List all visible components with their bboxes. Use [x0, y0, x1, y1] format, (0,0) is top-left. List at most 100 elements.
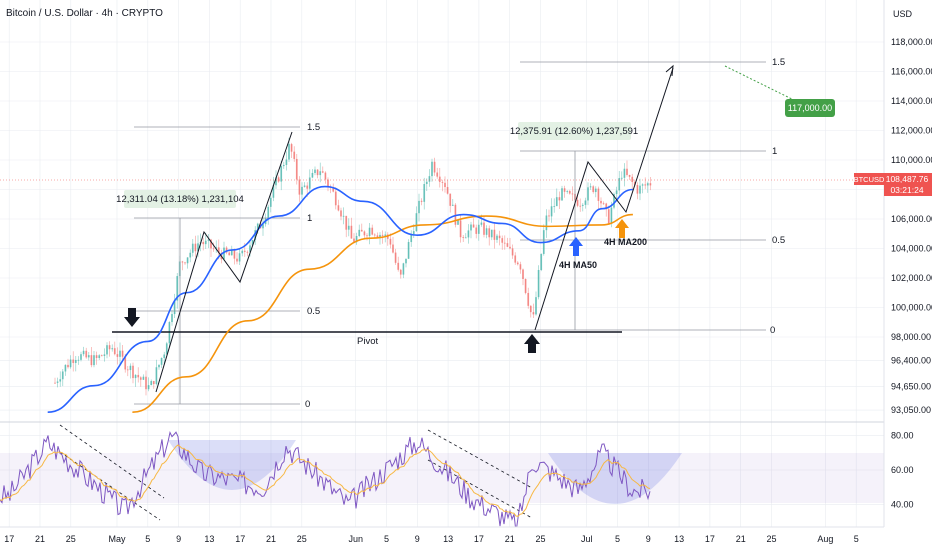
- price-tick: 104,000.00: [891, 244, 932, 254]
- candle: [522, 268, 524, 286]
- candle: [386, 232, 389, 246]
- candle: [108, 341, 111, 357]
- candle: [93, 351, 95, 368]
- candle: [204, 232, 207, 249]
- candle: [303, 182, 306, 188]
- up-arrow-icon: [524, 334, 540, 353]
- candle: [126, 365, 129, 377]
- candle: [280, 160, 283, 191]
- candle: [470, 221, 472, 239]
- candle: [113, 341, 116, 356]
- candle: [311, 169, 314, 179]
- fib-left-label-0: 0: [305, 399, 310, 410]
- candle: [415, 206, 418, 232]
- candle: [116, 347, 119, 365]
- candle: [514, 252, 517, 265]
- time-tick: 9: [176, 534, 181, 544]
- rsi-channel-line: [427, 429, 533, 489]
- candle: [527, 287, 530, 309]
- candle: [233, 248, 236, 265]
- rsi-tick: 60.00: [891, 465, 914, 475]
- candle: [605, 202, 608, 217]
- time-tick: Jul: [581, 534, 593, 544]
- move2-label: 12,375.91 (12.60%) 1,237,591: [510, 126, 638, 137]
- candle: [321, 166, 324, 174]
- time-tick: 9: [646, 534, 651, 544]
- candle: [506, 237, 509, 248]
- candle: [628, 174, 631, 180]
- rsi-band: [0, 453, 884, 503]
- candle: [95, 351, 98, 365]
- candle: [316, 169, 319, 179]
- price-axis[interactable]: USD 118,000.00 116,000.00 114,000.00 112,00…: [854, 0, 932, 550]
- time-tick: 5: [854, 534, 859, 544]
- chart-title: Bitcoin / U.S. Dollar · 4h · CRYPTO: [6, 8, 163, 19]
- time-tick: 21: [35, 534, 45, 544]
- candle: [202, 237, 205, 251]
- candle: [238, 247, 241, 265]
- candle: [371, 224, 374, 236]
- candle: [607, 205, 610, 225]
- candle: [334, 187, 337, 210]
- candle: [314, 166, 316, 176]
- candle: [511, 244, 514, 259]
- move1-box: [124, 190, 236, 208]
- candle: [441, 179, 444, 192]
- time-tick: Aug: [817, 534, 833, 544]
- candle: [558, 191, 561, 210]
- candle: [191, 239, 194, 257]
- candle: [137, 367, 140, 383]
- candle: [145, 370, 147, 396]
- candle: [87, 352, 90, 361]
- rsi-channel-line: [427, 459, 533, 519]
- candle: [155, 359, 158, 386]
- candle: [641, 183, 644, 194]
- move1-label: 12,311.04 (13.18%) 1,231,104: [116, 194, 244, 205]
- time-tick: 17: [235, 534, 245, 544]
- candle: [592, 185, 595, 194]
- rsi-line: [0, 430, 651, 532]
- candle: [618, 170, 621, 197]
- time-axis[interactable]: 17 21 25 May 5 9 13 17 21 25 Jun 5 9 13 17 21 25 Jul 5 9 13 1…: [0, 526, 932, 550]
- rsi-tick: 40.00: [891, 499, 914, 509]
- currency-label: USD: [893, 9, 913, 19]
- price-tick: 93,050.00: [891, 405, 931, 415]
- candle: [584, 197, 587, 209]
- candle: [545, 209, 548, 238]
- fib-left: 1.5 1 0.5 0: [134, 122, 320, 410]
- candle: [397, 256, 400, 272]
- candle: [160, 357, 163, 368]
- candle: [69, 355, 72, 369]
- candle: [223, 241, 225, 261]
- candle: [165, 341, 168, 355]
- time-tick: 17: [474, 534, 484, 544]
- symbol-label: BTCUSD: [854, 175, 885, 184]
- candle: [241, 249, 244, 257]
- candle: [623, 163, 626, 187]
- candle: [519, 261, 522, 274]
- candle: [509, 238, 511, 250]
- candle: [472, 218, 475, 228]
- candle: [496, 233, 498, 243]
- candle: [467, 224, 470, 244]
- candle: [186, 257, 189, 269]
- candle: [516, 261, 519, 266]
- time-tick: 5: [615, 534, 620, 544]
- candle: [631, 173, 634, 190]
- candle: [581, 203, 584, 212]
- zigzag-left: [155, 131, 293, 393]
- candle: [150, 379, 153, 386]
- candle: [613, 192, 615, 210]
- candle: [602, 201, 605, 205]
- candle: [462, 234, 465, 243]
- candle: [597, 186, 600, 210]
- time-tick: 25: [766, 534, 776, 544]
- ma50-line: [47, 185, 633, 414]
- candle: [626, 160, 628, 177]
- candle: [171, 309, 173, 326]
- candle: [340, 207, 342, 221]
- price-tick: 110,000.00: [891, 155, 932, 165]
- price-tick: 96,400.00: [891, 356, 931, 366]
- time-tick: 13: [204, 534, 214, 544]
